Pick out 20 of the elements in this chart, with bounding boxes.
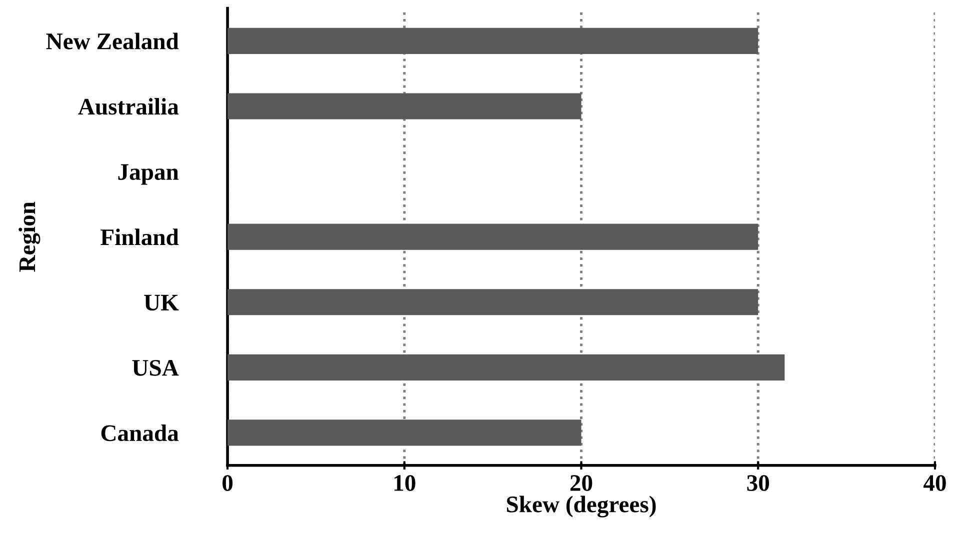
x-tick-label: 20 xyxy=(570,475,592,492)
y-tick-label: Austrailia xyxy=(78,98,179,115)
y-tick-label: USA xyxy=(132,360,179,376)
bar xyxy=(228,354,785,380)
y-tick-label: UK xyxy=(144,294,179,311)
x-tick-label: 0 xyxy=(222,475,233,492)
bar xyxy=(228,224,758,250)
bar xyxy=(228,420,582,446)
bar xyxy=(228,28,758,54)
x-tick-label: 10 xyxy=(394,475,416,492)
x-tick-label: 40 xyxy=(923,475,946,492)
x-axis-title: Skew (degrees) xyxy=(506,496,656,518)
y-axis-title: Region xyxy=(18,202,40,272)
y-tick-label: New Zealand xyxy=(46,32,179,50)
y-tick-label: Canada xyxy=(101,424,179,442)
y-tick-label: Japan xyxy=(118,164,179,185)
bar xyxy=(228,93,582,120)
x-tick-label: 30 xyxy=(747,475,770,492)
y-tick-label: Finland xyxy=(100,228,179,246)
bar xyxy=(228,289,758,316)
